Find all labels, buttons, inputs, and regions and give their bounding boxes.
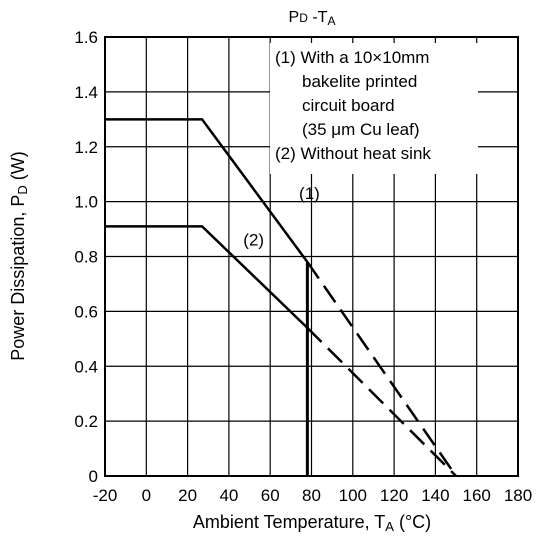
y-tick-label: 0 [89,467,98,486]
y-tick-labels: 0 0.2 0.4 0.6 0.8 1.0 1.2 1.4 1.6 [74,28,98,486]
y-tick-label: 1.6 [74,28,98,47]
x-tick-label: 120 [380,486,408,505]
x-tick-label: 40 [219,486,238,505]
y-tick-label: 0.2 [74,412,98,431]
y-tick-label: 0.6 [74,302,98,321]
annotation-line: circuit board [302,96,395,115]
series-2-derating-dashed [307,328,456,476]
series-1-label: (1) [299,184,320,203]
x-tick-label: -20 [93,486,118,505]
x-tick-label: 100 [339,486,367,505]
y-tick-label: 0.8 [74,248,98,267]
series-2-line [105,226,307,328]
x-tick-label: 180 [504,486,532,505]
y-tick-label: 1.4 [74,83,98,102]
x-tick-label: 0 [142,486,151,505]
annotation-line: (2) Without heat sink [275,144,431,163]
x-tick-label: 140 [421,486,449,505]
y-axis-label: Power Dissipation, PD (W) [8,151,30,360]
x-tick-label: 80 [302,486,321,505]
x-tick-label: 160 [463,486,491,505]
y-tick-label: 0.4 [74,357,98,376]
chart-title: PD -TA [289,9,336,28]
annotation-line: bakelite printed [302,72,417,91]
x-tick-labels: -20 0 20 40 60 80 100 120 140 160 180 [93,486,532,505]
y-tick-label: 1.2 [74,138,98,157]
series-1-derating-dashed [307,262,456,476]
y-tick-label: 1.0 [74,193,98,212]
annotation-line: (35 μm Cu leaf) [302,120,420,139]
annotation-line: (1) With a 10×10mm [275,48,429,67]
x-tick-label: 20 [178,486,197,505]
series-2-label: (2) [243,231,264,250]
x-tick-label: 60 [261,486,280,505]
x-axis-label: Ambient Temperature, TA (°C) [193,512,431,534]
